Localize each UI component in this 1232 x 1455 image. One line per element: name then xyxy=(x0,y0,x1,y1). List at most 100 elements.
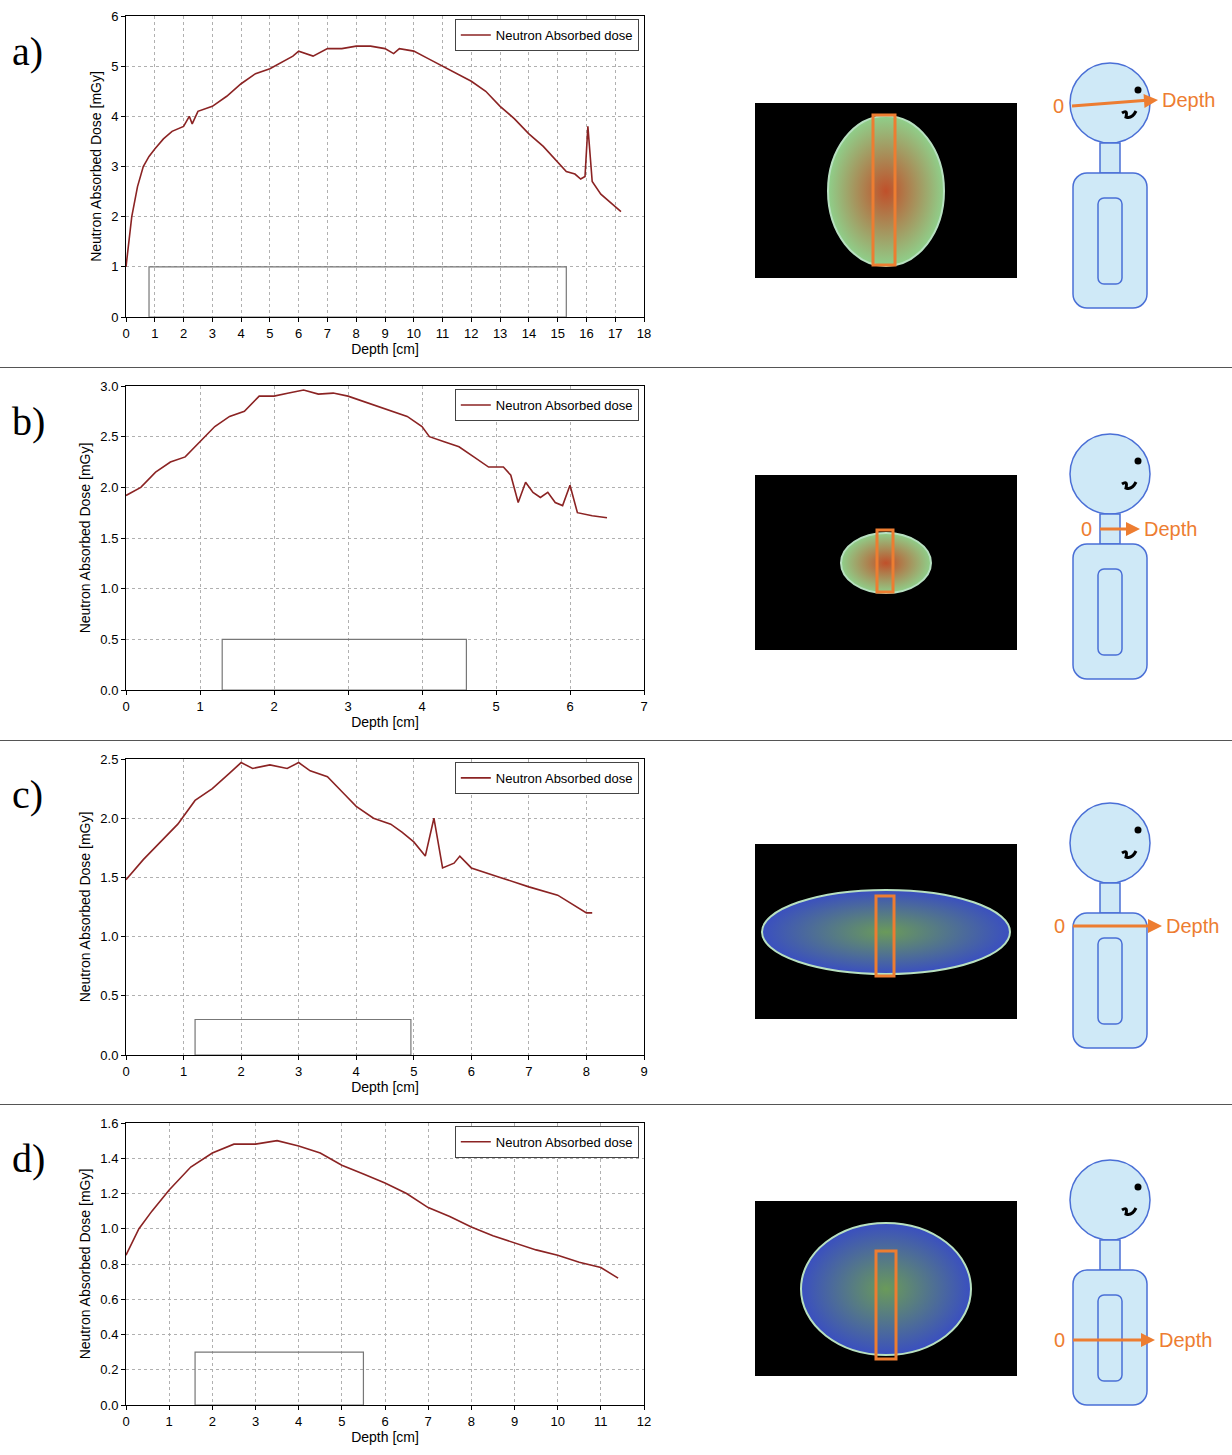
svg-text:6: 6 xyxy=(111,9,118,24)
svg-text:6: 6 xyxy=(381,1414,388,1429)
svg-text:0: 0 xyxy=(122,1414,129,1429)
svg-text:0.6: 0.6 xyxy=(100,1292,118,1307)
svg-text:1.5: 1.5 xyxy=(100,870,118,885)
html-text:b): b) xyxy=(12,399,46,444)
svg-text:4: 4 xyxy=(353,1064,360,1079)
svg-text:15: 15 xyxy=(550,326,564,341)
svg-text:2.0: 2.0 xyxy=(100,480,118,495)
svg-text:Neutron Absorbed dose: Neutron Absorbed dose xyxy=(496,771,633,786)
svg-text:Depth [cm]: Depth [cm] xyxy=(351,1079,419,1095)
svg-text:Neutron Absorbed Dose [mGy]: Neutron Absorbed Dose [mGy] xyxy=(77,443,93,634)
svg-text:1: 1 xyxy=(196,699,203,714)
svg-text:0.0: 0.0 xyxy=(100,683,118,698)
svg-text:1.2: 1.2 xyxy=(100,1186,118,1201)
svg-text:12: 12 xyxy=(637,1414,651,1429)
svg-text:1: 1 xyxy=(151,326,158,341)
svg-text:Neutron Absorbed Dose [mGy]: Neutron Absorbed Dose [mGy] xyxy=(88,71,104,262)
svg-text:0: 0 xyxy=(1054,1329,1065,1351)
svg-text:5: 5 xyxy=(266,326,273,341)
svg-text:Neutron Absorbed dose: Neutron Absorbed dose xyxy=(496,1135,633,1150)
svg-text:0.0: 0.0 xyxy=(100,1048,118,1063)
svg-text:1.0: 1.0 xyxy=(100,1221,118,1236)
svg-text:4: 4 xyxy=(418,699,425,714)
svg-text:5: 5 xyxy=(338,1414,345,1429)
svg-text:8: 8 xyxy=(353,326,360,341)
svg-text:14: 14 xyxy=(522,326,536,341)
svg-text:1.5: 1.5 xyxy=(100,531,118,546)
svg-text:0: 0 xyxy=(1053,95,1064,117)
svg-text:3: 3 xyxy=(111,159,118,174)
svg-text:16: 16 xyxy=(579,326,593,341)
svg-text:0.2: 0.2 xyxy=(100,1362,118,1377)
svg-text:5: 5 xyxy=(111,59,118,74)
svg-text:9: 9 xyxy=(381,326,388,341)
svg-text:1: 1 xyxy=(166,1414,173,1429)
svg-text:0: 0 xyxy=(1054,915,1065,937)
svg-text:0: 0 xyxy=(122,699,129,714)
svg-text:5: 5 xyxy=(410,1064,417,1079)
svg-text:4: 4 xyxy=(111,109,118,124)
svg-text:3.0: 3.0 xyxy=(100,379,118,394)
svg-text:3: 3 xyxy=(295,1064,302,1079)
svg-text:3: 3 xyxy=(252,1414,259,1429)
svg-text:4: 4 xyxy=(237,326,244,341)
svg-text:18: 18 xyxy=(637,326,651,341)
svg-text:6: 6 xyxy=(295,326,302,341)
svg-text:17: 17 xyxy=(608,326,622,341)
svg-text:0.5: 0.5 xyxy=(100,988,118,1003)
svg-text:2: 2 xyxy=(270,699,277,714)
svg-text:9: 9 xyxy=(640,1064,647,1079)
svg-text:Neutron Absorbed Dose [mGy]: Neutron Absorbed Dose [mGy] xyxy=(77,1169,93,1360)
svg-text:7: 7 xyxy=(640,699,647,714)
svg-text:1: 1 xyxy=(180,1064,187,1079)
svg-text:0.8: 0.8 xyxy=(100,1257,118,1272)
svg-text:Depth: Depth xyxy=(1144,518,1197,540)
svg-text:12: 12 xyxy=(464,326,478,341)
svg-text:2: 2 xyxy=(180,326,187,341)
svg-text:5: 5 xyxy=(492,699,499,714)
svg-text:1.0: 1.0 xyxy=(100,929,118,944)
svg-text:0: 0 xyxy=(122,326,129,341)
svg-text:2.0: 2.0 xyxy=(100,811,118,826)
svg-text:1.0: 1.0 xyxy=(100,581,118,596)
svg-text:0: 0 xyxy=(111,310,118,325)
svg-text:2.5: 2.5 xyxy=(100,752,118,767)
svg-text:6: 6 xyxy=(566,699,573,714)
svg-text:Neutron Absorbed Dose [mGy]: Neutron Absorbed Dose [mGy] xyxy=(77,812,93,1003)
svg-text:Depth: Depth xyxy=(1159,1329,1212,1351)
svg-text:2: 2 xyxy=(209,1414,216,1429)
svg-text:11: 11 xyxy=(436,326,450,341)
svg-text:10: 10 xyxy=(407,326,421,341)
svg-text:3: 3 xyxy=(209,326,216,341)
svg-text:Depth [cm]: Depth [cm] xyxy=(351,341,419,357)
svg-text:0.0: 0.0 xyxy=(100,1398,118,1413)
svg-text:1.4: 1.4 xyxy=(100,1151,118,1166)
svg-text:0.5: 0.5 xyxy=(100,632,118,647)
svg-text:11: 11 xyxy=(594,1414,608,1429)
svg-text:4: 4 xyxy=(295,1414,302,1429)
svg-text:1.6: 1.6 xyxy=(100,1116,118,1131)
svg-text:0: 0 xyxy=(122,1064,129,1079)
svg-text:7: 7 xyxy=(525,1064,532,1079)
svg-text:2: 2 xyxy=(237,1064,244,1079)
svg-text:0: 0 xyxy=(1081,518,1092,540)
svg-text:9: 9 xyxy=(511,1414,518,1429)
svg-text:7: 7 xyxy=(324,326,331,341)
svg-text:Neutron Absorbed dose: Neutron Absorbed dose xyxy=(496,28,633,43)
svg-text:8: 8 xyxy=(583,1064,590,1079)
svg-text:7: 7 xyxy=(425,1414,432,1429)
svg-text:2: 2 xyxy=(111,209,118,224)
svg-text:Neutron Absorbed dose: Neutron Absorbed dose xyxy=(496,398,633,413)
svg-text:6: 6 xyxy=(468,1064,475,1079)
svg-text:Depth [cm]: Depth [cm] xyxy=(351,1429,419,1445)
svg-text:10: 10 xyxy=(550,1414,564,1429)
svg-text:3: 3 xyxy=(344,699,351,714)
svg-text:Depth: Depth xyxy=(1162,89,1215,111)
svg-text:Depth: Depth xyxy=(1166,915,1219,937)
svg-text:0.4: 0.4 xyxy=(100,1327,118,1342)
svg-text:8: 8 xyxy=(468,1414,475,1429)
svg-text:Depth [cm]: Depth [cm] xyxy=(351,714,419,730)
svg-text:2.5: 2.5 xyxy=(100,429,118,444)
svg-text:1: 1 xyxy=(111,259,118,274)
svg-text:13: 13 xyxy=(493,326,507,341)
